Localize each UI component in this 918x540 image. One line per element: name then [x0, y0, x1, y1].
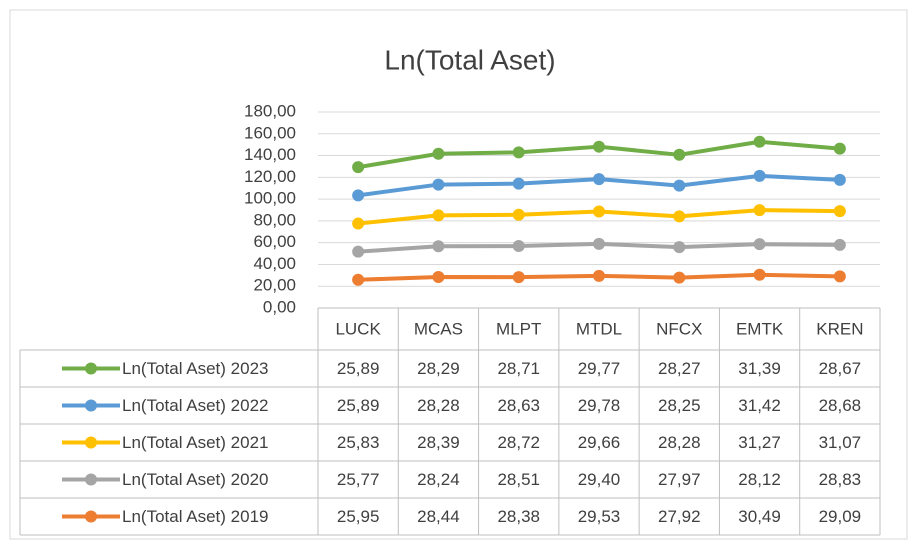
legend-label: Ln(Total Aset) 2021: [122, 433, 268, 452]
table-cell: 29,77: [578, 359, 621, 378]
marker: [512, 271, 525, 284]
table-cell: 27,92: [658, 507, 701, 526]
table-cell: 28,29: [417, 359, 460, 378]
marker: [593, 140, 605, 153]
table-cell: 28,72: [497, 433, 540, 452]
table-cell: 29,53: [578, 507, 621, 526]
marker: [352, 161, 365, 174]
table-cell: 28,28: [417, 396, 460, 415]
table-cell: 30,49: [738, 507, 781, 526]
table-cell: 28,39: [417, 433, 460, 452]
marker: [833, 142, 846, 155]
table-cell: 28,63: [497, 396, 540, 415]
marker: [753, 268, 766, 281]
legend-label: Ln(Total Aset) 2023: [122, 359, 268, 378]
table-cell: 28,83: [819, 470, 862, 489]
legend-key: [85, 362, 97, 375]
x-tick-label: LUCK: [335, 319, 381, 338]
y-tick-label: 100,00: [244, 189, 296, 208]
marker: [833, 270, 846, 283]
marker: [352, 189, 365, 202]
table-cell: 28,24: [417, 470, 460, 489]
table-cell: 28,12: [738, 470, 781, 489]
table-cell: 25,83: [337, 433, 380, 452]
marker: [833, 173, 846, 186]
marker: [432, 271, 445, 284]
marker: [753, 204, 766, 217]
x-tick-label: KREN: [816, 319, 863, 338]
y-tick-label: 20,00: [253, 276, 296, 295]
marker: [432, 147, 445, 160]
table-cell: 25,95: [337, 507, 380, 526]
marker: [753, 169, 766, 182]
marker: [753, 238, 766, 251]
marker: [833, 205, 846, 218]
marker: [352, 217, 365, 230]
table-cell: 31,27: [738, 433, 781, 452]
table-cell: 29,78: [578, 396, 621, 415]
legend-key: [85, 510, 97, 523]
table-cell: 31,07: [819, 433, 862, 452]
legend-key: [85, 399, 97, 412]
legend-label: Ln(Total Aset) 2022: [122, 396, 268, 415]
table-cell: 25,89: [337, 359, 380, 378]
table-cell: 25,77: [337, 470, 380, 489]
table-cell: 28,28: [658, 433, 701, 452]
marker: [833, 238, 846, 251]
marker: [512, 208, 525, 221]
marker: [512, 240, 525, 253]
table-cell: 28,71: [497, 359, 540, 378]
marker: [512, 146, 525, 159]
table-cell: 25,89: [337, 396, 380, 415]
legend-key: [85, 436, 97, 449]
y-tick-label: 60,00: [253, 232, 296, 251]
table-cell: 31,42: [738, 396, 781, 415]
table-cell: 28,38: [497, 507, 540, 526]
y-tick-label: 80,00: [253, 210, 296, 229]
y-tick-label: 40,00: [253, 254, 296, 273]
marker: [673, 241, 686, 254]
table-cell: 28,51: [497, 470, 540, 489]
y-tick-label: 160,00: [244, 123, 296, 142]
table-cell: 28,67: [819, 359, 862, 378]
marker: [673, 148, 686, 161]
marker: [432, 178, 445, 191]
marker: [673, 179, 686, 192]
x-tick-label: EMTK: [736, 319, 784, 338]
legend-label: Ln(Total Aset) 2020: [122, 470, 268, 489]
y-tick-label: 140,00: [244, 145, 296, 164]
table-cell: 29,66: [578, 433, 621, 452]
table-cell: 29,09: [819, 507, 862, 526]
table-cell: 28,25: [658, 396, 701, 415]
legend-key: [85, 473, 97, 486]
legend-label: Ln(Total Aset) 2019: [122, 507, 268, 526]
marker: [593, 205, 605, 218]
x-tick-label: NFCX: [656, 319, 702, 338]
marker: [673, 271, 686, 284]
marker: [753, 135, 766, 148]
marker: [352, 273, 365, 286]
table-cell: 28,44: [417, 507, 460, 526]
marker: [593, 173, 605, 186]
marker: [432, 240, 445, 253]
x-tick-label: MLPT: [496, 319, 541, 338]
marker: [593, 269, 605, 282]
y-tick-label: 120,00: [244, 167, 296, 186]
table-cell: 27,97: [658, 470, 701, 489]
marker: [352, 245, 365, 258]
marker: [593, 237, 605, 250]
y-tick-label: 0,00: [263, 297, 296, 316]
marker: [673, 210, 686, 223]
marker: [432, 209, 445, 222]
chart-title: Ln(Total Aset): [384, 44, 555, 75]
x-tick-label: MCAS: [414, 319, 463, 338]
table-cell: 31,39: [738, 359, 781, 378]
marker: [512, 177, 525, 190]
table-cell: 29,40: [578, 470, 621, 489]
y-tick-label: 180,00: [244, 101, 296, 120]
table-cell: 28,68: [819, 396, 862, 415]
table-cell: 28,27: [658, 359, 701, 378]
x-tick-label: MTDL: [576, 319, 622, 338]
